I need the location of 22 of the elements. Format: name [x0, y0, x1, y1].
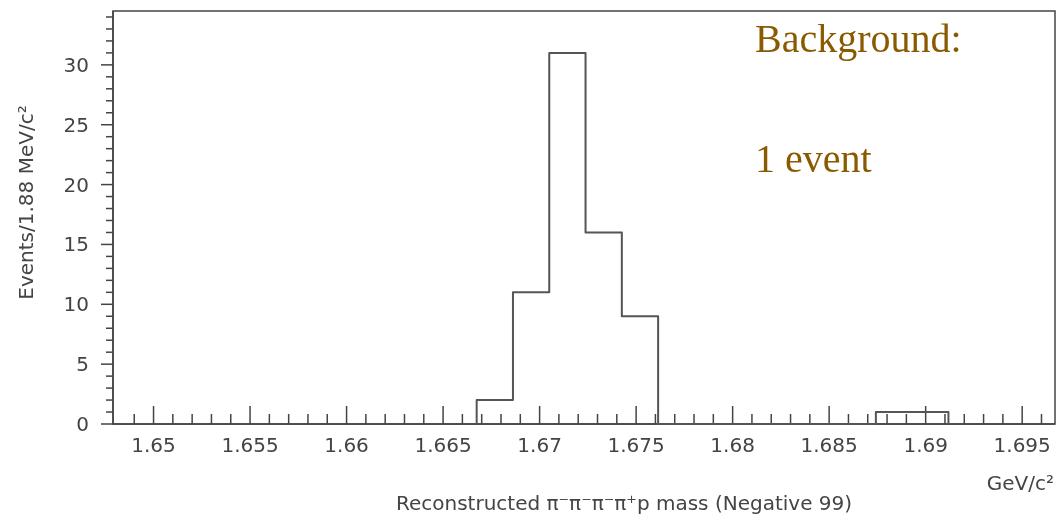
x-tick-label: 1.685 — [800, 433, 858, 457]
y-tick-label: 5 — [76, 352, 89, 377]
x-tick-label: 1.665 — [414, 433, 472, 457]
y-axis-title: Events/1.88 MeV/c² — [14, 105, 38, 300]
x-tick-label: 1.65 — [131, 433, 176, 457]
x-axis-title: Reconstructed π⁻π⁻π⁻π⁺p mass (Negative 99) — [395, 491, 853, 515]
y-tick-label: 25 — [63, 112, 89, 137]
y-tick-label: 15 — [63, 232, 89, 257]
x-tick-label: 1.655 — [221, 433, 279, 457]
y-tick-label: 0 — [76, 412, 89, 436]
y-tick-label: 10 — [63, 292, 89, 317]
y-tick-label: 20 — [63, 172, 89, 197]
y-tick-label: 30 — [63, 52, 89, 77]
x-tick-label: 1.66 — [324, 433, 369, 457]
annotation: 1 event — [755, 136, 872, 181]
x-tick-label: 1.675 — [607, 433, 665, 457]
x-tick-label: 1.69 — [903, 433, 948, 457]
x-tick-label: 1.695 — [993, 433, 1051, 457]
text: GeV/c² — [986, 471, 1054, 495]
annotation: Background: — [755, 16, 962, 61]
x-tick-label: 1.67 — [517, 433, 562, 457]
x-tick-label: 1.68 — [710, 433, 755, 457]
